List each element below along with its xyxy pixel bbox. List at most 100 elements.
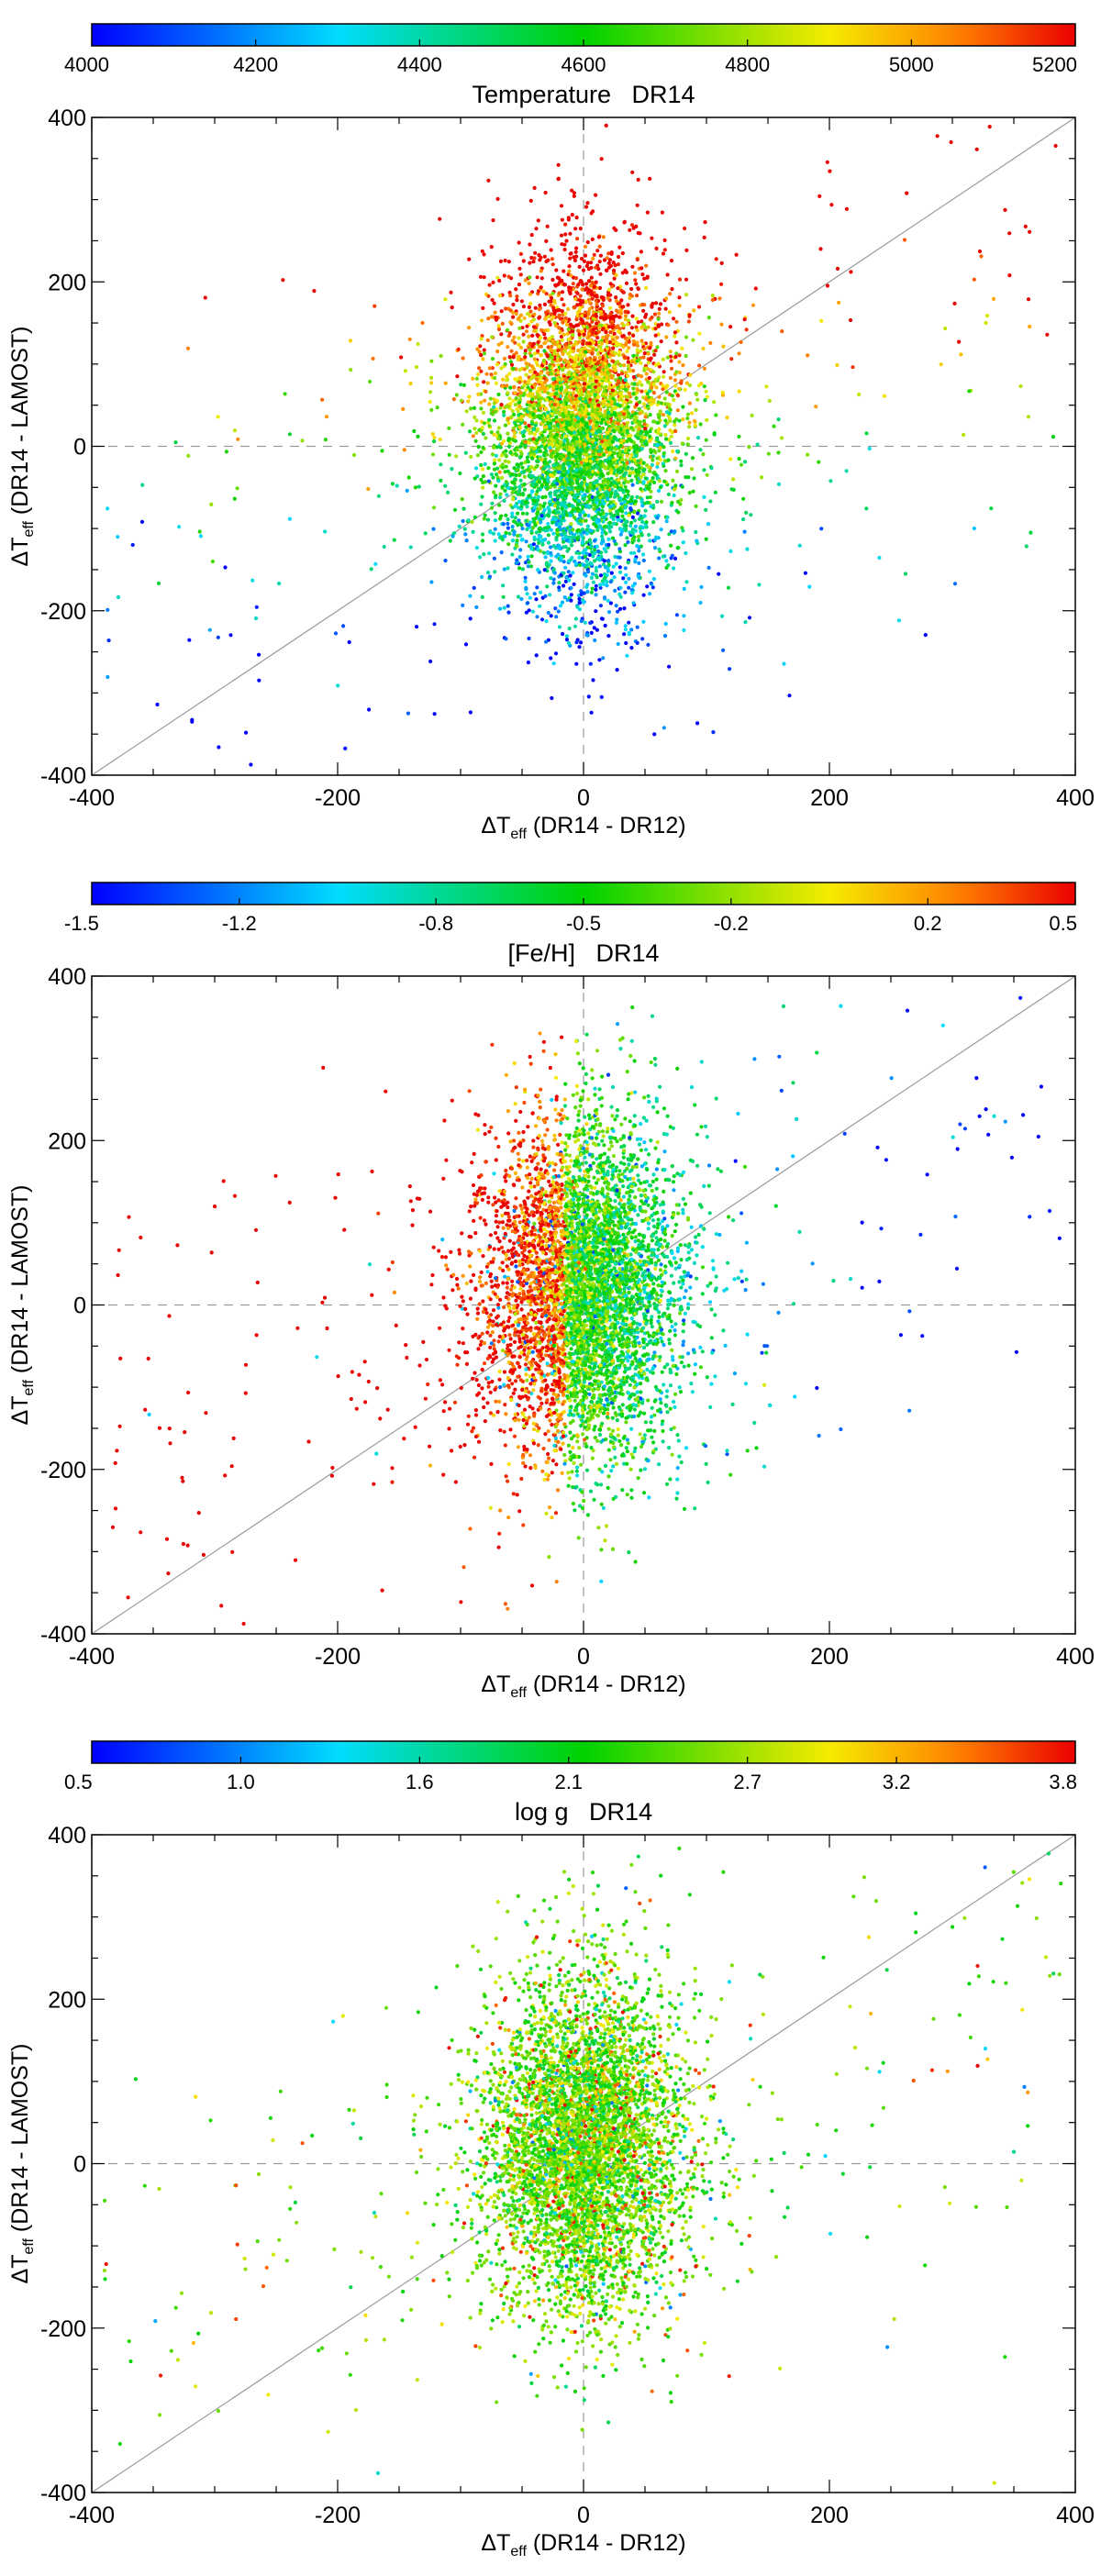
scatter-point [546, 225, 550, 228]
scatter-point [578, 513, 582, 516]
scatter-point [583, 333, 586, 337]
scatter-point [517, 500, 521, 504]
scatter-point [622, 324, 626, 328]
scatter-point [571, 333, 574, 337]
scatter-point [516, 468, 519, 472]
scatter-point [593, 285, 596, 289]
scatter-point [477, 445, 481, 449]
scatter-point [480, 337, 484, 340]
scatter-point [494, 518, 497, 522]
scatter-point [584, 245, 587, 249]
scatter-point [626, 540, 629, 544]
scatter-point [620, 305, 624, 308]
scatter-point [424, 531, 428, 535]
scatter-point [606, 543, 610, 547]
scatter-point [525, 329, 528, 333]
scatter-point [603, 595, 606, 599]
scatter-point [528, 293, 532, 296]
scatter-point [668, 292, 672, 295]
scatter-point [543, 447, 547, 450]
scatter-point [596, 491, 600, 494]
scatter-point [567, 417, 571, 421]
scatter-point [595, 439, 598, 442]
scatter-point [672, 316, 675, 320]
scatter-point [599, 555, 603, 559]
scatter-point [507, 445, 511, 449]
scatter-point [500, 550, 504, 554]
scatter-point [523, 383, 527, 387]
scatter-point [490, 430, 494, 434]
scatter-point [690, 411, 694, 415]
scatter-point [575, 303, 579, 306]
scatter-point [626, 303, 629, 306]
scatter-point [683, 587, 686, 591]
scatter-point [717, 572, 720, 576]
scatter-point [519, 314, 523, 317]
scatter-point [647, 352, 651, 356]
scatter-point [614, 295, 617, 299]
scatter-point [743, 530, 747, 534]
scatter-point [663, 433, 667, 437]
scatter-point [531, 526, 535, 529]
scatter-point [560, 454, 563, 458]
scatter-point [715, 257, 718, 261]
scatter-point [578, 265, 582, 269]
scatter-point [533, 432, 537, 436]
scatter-point [487, 403, 491, 406]
scatter-point [467, 394, 471, 398]
scatter-point [525, 512, 528, 516]
scatter-point [593, 503, 596, 506]
scatter-point [554, 268, 558, 272]
scatter-point [481, 486, 484, 490]
scatter-point [659, 302, 662, 305]
scatter-point [517, 566, 521, 570]
scatter-point [499, 535, 503, 539]
scatter-point [681, 405, 684, 408]
scatter-point [703, 236, 706, 239]
scatter-point [472, 530, 475, 534]
scatter-point [566, 352, 570, 356]
scatter-point [741, 497, 745, 501]
scatter-point [614, 369, 617, 372]
scatter-point [637, 539, 640, 542]
scatter-point [481, 539, 484, 542]
scatter-point [528, 441, 531, 445]
scatter-point [486, 316, 490, 320]
scatter-point [562, 270, 565, 273]
scatter-point [634, 468, 638, 472]
scatter-point [557, 609, 561, 613]
scatter-point [455, 374, 459, 378]
scatter-point [630, 171, 634, 174]
scatter-point [665, 519, 669, 523]
scatter-point [709, 466, 713, 470]
scatter-point [597, 330, 601, 334]
scatter-point [650, 479, 653, 483]
scatter-point [579, 279, 583, 283]
scatter-point [528, 342, 531, 346]
scatter-point [659, 409, 662, 413]
scatter-point [611, 326, 615, 329]
scatter-point [568, 337, 572, 340]
scatter-point [565, 323, 569, 327]
scatter-point [687, 425, 691, 428]
scatter-point [542, 349, 546, 352]
scatter-point [577, 333, 581, 337]
scatter-point [569, 522, 573, 526]
scatter-point [687, 421, 691, 425]
scatter-point [697, 305, 701, 308]
scatter-point [515, 544, 518, 548]
scatter-point [484, 436, 487, 439]
scatter-point [577, 597, 581, 601]
scatter-point [526, 456, 529, 460]
scatter-point [486, 466, 490, 470]
scatter-point [694, 530, 697, 534]
scatter-point [590, 383, 594, 386]
scatter-point [639, 361, 642, 365]
scatter-point [644, 313, 648, 316]
scatter-point [650, 582, 653, 585]
scatter-point [565, 638, 569, 641]
scatter-point [498, 471, 502, 474]
scatter-point [519, 346, 523, 350]
scatter-point [573, 536, 576, 539]
scatter-point [684, 278, 688, 282]
